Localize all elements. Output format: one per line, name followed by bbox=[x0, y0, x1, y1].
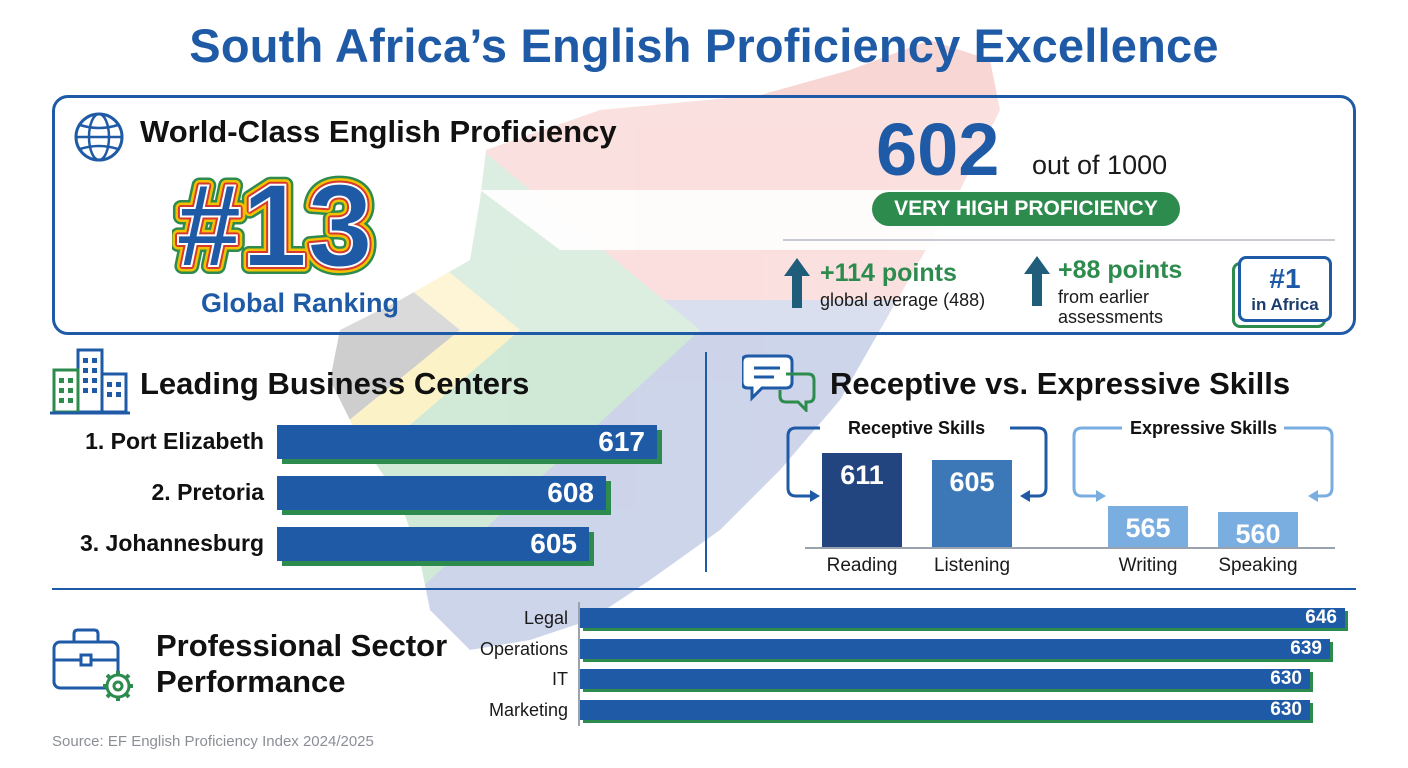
score-out-of: out of 1000 bbox=[1032, 150, 1168, 180]
global-rank-number: #13 #13 #13 #13 bbox=[172, 162, 381, 282]
section-divider-horizontal bbox=[52, 588, 1356, 590]
source-note: Source: EF English Proficiency Index 202… bbox=[52, 733, 374, 750]
africa-rank-badge: #1 in Africa bbox=[1238, 256, 1332, 322]
sector-bar: 630 bbox=[580, 669, 1310, 689]
gain-global-description: global average (488) bbox=[820, 290, 986, 310]
sector-bar: 630 bbox=[580, 700, 1310, 720]
sector-label: IT bbox=[552, 669, 568, 689]
city-bar: 608 bbox=[277, 476, 606, 510]
sector-bar: 639 bbox=[580, 639, 1330, 659]
africa-label: in Africa bbox=[1251, 295, 1319, 314]
sectors-heading-line1: Professional Sector bbox=[156, 628, 448, 663]
skills-baseline bbox=[805, 547, 1335, 549]
skill-category-label: Writing bbox=[1118, 555, 1178, 576]
sector-label: Operations bbox=[479, 639, 568, 659]
ranking-heading: World-Class English Proficiency bbox=[140, 114, 617, 149]
globe-icon bbox=[74, 112, 124, 162]
rank-outline-yellow: #13 bbox=[176, 162, 373, 282]
city-bar: 617 bbox=[277, 425, 657, 459]
rank-outline-green: #13 bbox=[176, 162, 373, 282]
receptive-skills-label: Receptive Skills bbox=[842, 418, 992, 439]
sector-label: Marketing bbox=[488, 700, 568, 720]
briefcase-gear-icon bbox=[52, 628, 133, 701]
receptive-bracket bbox=[786, 426, 1048, 502]
rank-outline-red: #13 bbox=[176, 162, 373, 282]
skill-category-label: Listening bbox=[933, 555, 1011, 576]
gain-earlier-value: +88 points bbox=[1058, 256, 1183, 284]
sectors-heading-line2: Performance bbox=[156, 664, 346, 699]
page-title: South Africa’s English Proficiency Excel… bbox=[189, 19, 1219, 72]
chat-bubbles-icon bbox=[742, 354, 816, 412]
city-label: 2. Pretoria bbox=[151, 479, 265, 505]
skills-heading: Receptive vs. Expressive Skills bbox=[830, 366, 1291, 401]
rank-label: Global Ranking bbox=[200, 288, 400, 318]
expressive-bracket bbox=[1072, 426, 1334, 502]
proficiency-level-badge: VERY HIGH PROFICIENCY bbox=[872, 192, 1180, 226]
sector-bar: 646 bbox=[580, 608, 1345, 628]
skill-bar: 611 bbox=[822, 453, 902, 547]
city-bar: 605 bbox=[277, 527, 589, 561]
skill-bar: 605 bbox=[932, 460, 1012, 547]
sectors-axis bbox=[578, 602, 580, 726]
score-divider bbox=[783, 239, 1335, 241]
section-divider-vertical bbox=[705, 352, 707, 572]
skill-bar: 565 bbox=[1108, 506, 1188, 547]
city-label: 1. Port Elizabeth bbox=[85, 428, 264, 454]
gain-earlier-description-line2: assessments bbox=[1058, 307, 1164, 327]
rank-text: #13 bbox=[176, 162, 373, 282]
skill-category-label: Speaking bbox=[1218, 555, 1298, 576]
expressive-skills-label: Expressive Skills bbox=[1124, 418, 1284, 439]
africa-rank: #1 bbox=[1269, 263, 1301, 294]
sector-label: Legal bbox=[523, 608, 568, 628]
skill-category-label: Reading bbox=[826, 555, 898, 576]
skill-bar: 560 bbox=[1218, 512, 1298, 549]
buildings-icon bbox=[50, 348, 130, 415]
score-value: 602 bbox=[876, 108, 1000, 191]
city-label: 3. Johannesburg bbox=[79, 530, 264, 556]
up-arrow-icon bbox=[1024, 256, 1050, 306]
gain-global-value: +114 points bbox=[820, 259, 957, 287]
up-arrow-icon bbox=[784, 258, 810, 308]
business-heading: Leading Business Centers bbox=[140, 366, 530, 401]
gain-earlier-description-line1: from earlier bbox=[1058, 287, 1150, 307]
